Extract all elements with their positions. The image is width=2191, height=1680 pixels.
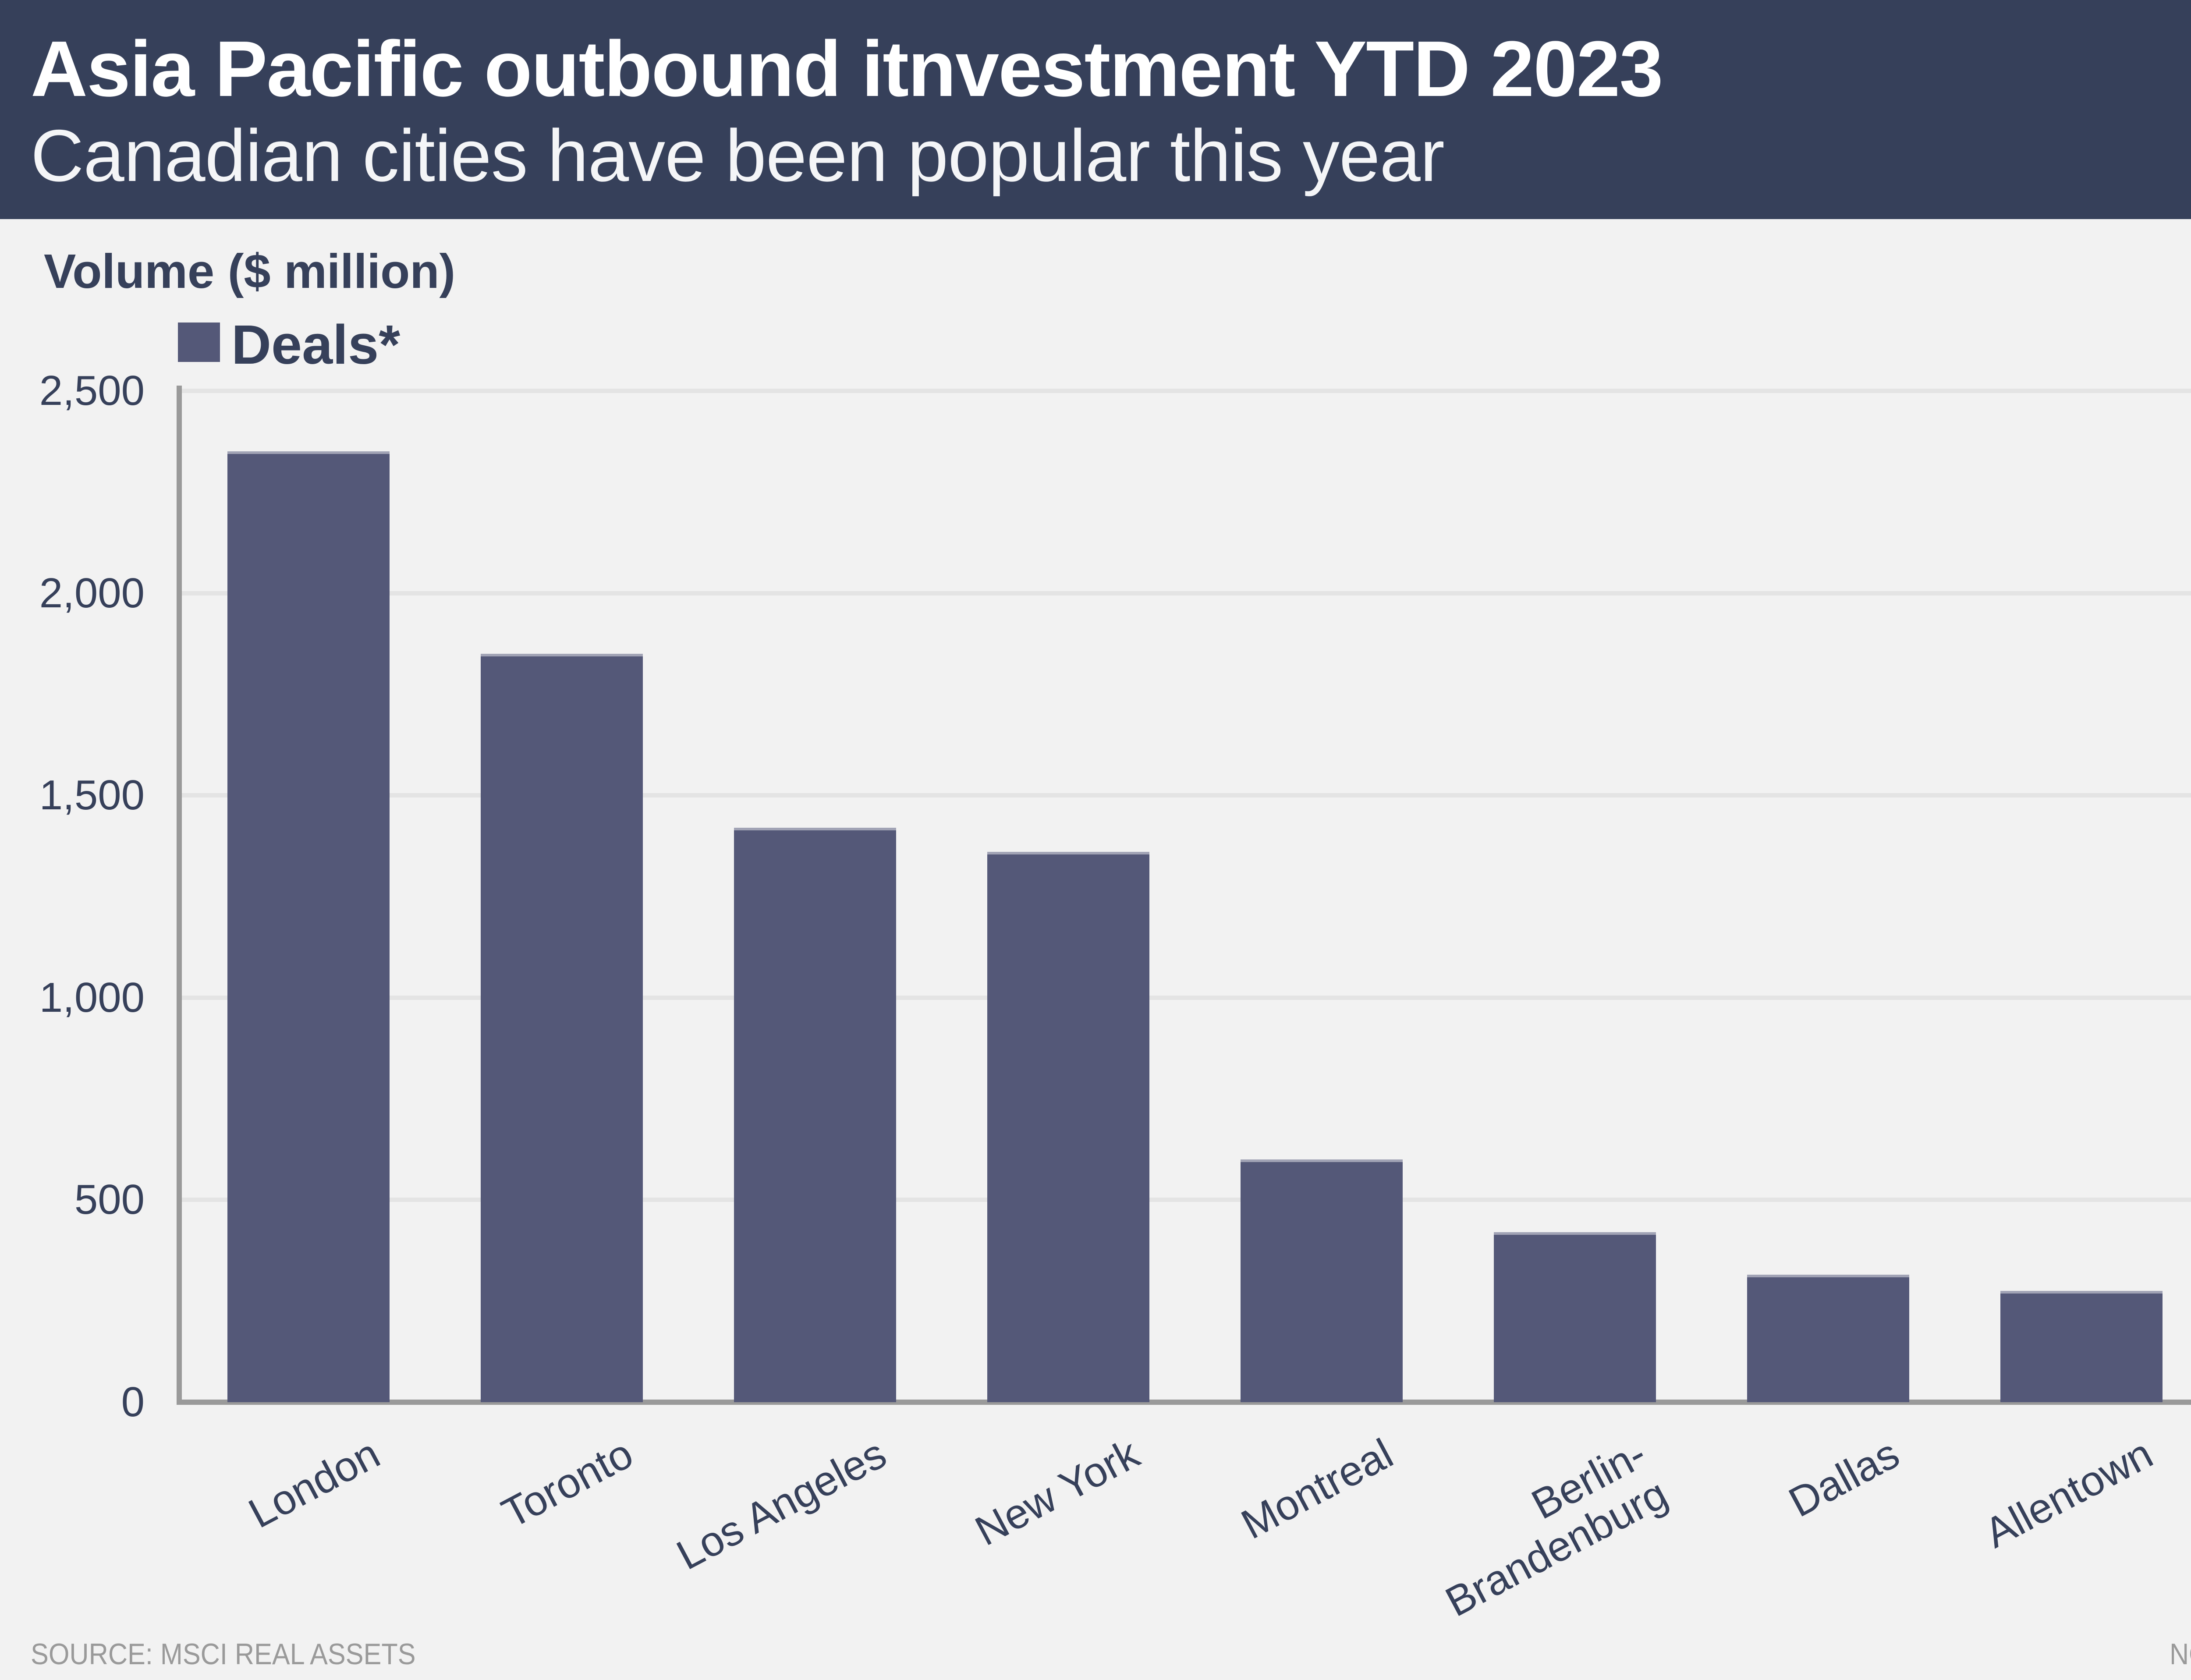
gridline-2500: [182, 389, 2191, 393]
legend-label: Deals*: [231, 314, 401, 376]
x-axis-line: [177, 1400, 2191, 1405]
y-tick-1500: 1,500: [39, 772, 145, 819]
y-tick-1000: 1,000: [39, 974, 145, 1021]
x-label-montreal: Montreal: [1234, 1430, 1400, 1549]
gridline-1000: [182, 995, 2191, 1000]
bar-london: [227, 451, 390, 1402]
x-label-london: London: [241, 1430, 387, 1538]
y-tick-500: 500: [74, 1176, 145, 1223]
x-label-los-angeles: Los Angeles: [669, 1430, 894, 1579]
y-axis-title: Volume ($ million): [44, 245, 456, 298]
x-label-new-york: New York: [968, 1430, 1147, 1555]
gridline-1500: [182, 793, 2191, 798]
gridline-500: [182, 1198, 2191, 1202]
y-axis-line: [177, 386, 182, 1402]
y-tick-2500: 2,500: [39, 367, 145, 414]
gridline-2000: [182, 591, 2191, 595]
x-label-allentown: Allentown: [1977, 1430, 2160, 1557]
bar-dallas: [1747, 1275, 1909, 1402]
y-tick-0: 0: [121, 1379, 145, 1425]
bar-los-angeles: [734, 828, 896, 1402]
bar-new-york: [987, 852, 1149, 1402]
bar-berlin-brandenburg: [1494, 1232, 1656, 1402]
chart-subtitle: Canadian cities have been popular this y…: [31, 114, 1445, 197]
x-label-toronto: Toronto: [494, 1430, 641, 1538]
legend-swatch-icon: [178, 323, 220, 362]
bar-toronto: [481, 654, 643, 1402]
deals-note: NOTE: *DEALS OVER $10 MILLION ONLY: [2169, 1637, 2191, 1671]
y-tick-2000: 2,000: [39, 569, 145, 617]
bar-montreal: [1241, 1159, 1403, 1402]
chart-title: Asia Pacific outbound itnvestment YTD 20…: [31, 25, 1663, 113]
header-band: Asia Pacific outbound itnvestment YTD 20…: [0, 0, 2191, 219]
x-label-dallas: Dallas: [1781, 1430, 1907, 1526]
x-label-berlin-brandenburg: Berlin- Brandenburg: [1438, 1430, 1675, 1626]
source-note: SOURCE: MSCI REAL ASSETS: [31, 1637, 416, 1671]
bar-allentown: [2000, 1291, 2163, 1402]
